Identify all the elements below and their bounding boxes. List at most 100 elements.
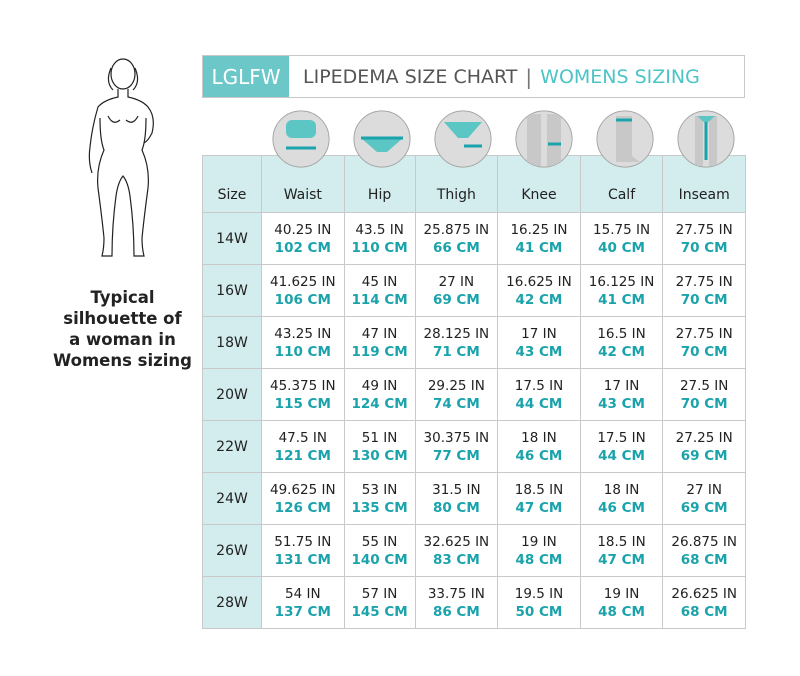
calf-measure-icon bbox=[596, 110, 654, 168]
inches-value: 27.75 IN bbox=[675, 325, 733, 342]
inches-value: 26.625 IN bbox=[671, 585, 737, 602]
cm-value: 40 CM bbox=[598, 239, 645, 256]
inches-value: 18 IN bbox=[521, 429, 557, 446]
inches-value: 49.625 IN bbox=[269, 481, 336, 498]
cm-value: 70 CM bbox=[680, 239, 728, 256]
cm-value: 47 CM bbox=[598, 551, 645, 568]
table-row: 18W 43.25 IN 110 CM 47 IN 119 CM 28.125 IN 71 … bbox=[202, 316, 746, 369]
cm-value: 86 CM bbox=[432, 603, 480, 620]
measure-cell: 18.5 IN 47 CM bbox=[497, 472, 581, 525]
cm-value: 106 CM bbox=[274, 291, 331, 308]
cm-value: 68 CM bbox=[680, 603, 728, 620]
column-icon bbox=[584, 110, 665, 170]
inseam-measure-icon bbox=[677, 110, 735, 168]
measure-cell: 16.5 IN 42 CM bbox=[579, 316, 664, 369]
cm-value: 110 CM bbox=[274, 343, 331, 360]
measure-cell: 28.125 IN 71 CM bbox=[414, 316, 499, 369]
chart-subtitle: WOMENS SIZING bbox=[540, 65, 700, 88]
size-cell: 26W bbox=[202, 524, 262, 577]
chart-title: LIPEDEMA SIZE CHART bbox=[303, 65, 518, 88]
inches-value: 25.875 IN bbox=[423, 221, 490, 238]
inches-value: 28.125 IN bbox=[423, 325, 490, 342]
cm-value: 69 CM bbox=[680, 499, 728, 516]
measure-cell: 27.75 IN 70 CM bbox=[662, 316, 746, 369]
cm-value: 140 CM bbox=[351, 551, 408, 568]
cm-value: 74 CM bbox=[432, 395, 480, 412]
inches-value: 45 IN bbox=[361, 273, 398, 290]
cm-value: 70 CM bbox=[680, 343, 728, 360]
measure-cell: 45.375 IN 115 CM bbox=[261, 368, 345, 421]
inches-value: 15.75 IN bbox=[593, 221, 651, 238]
thigh-measure-icon bbox=[434, 110, 492, 168]
cm-value: 114 CM bbox=[351, 291, 408, 308]
cm-value: 43 CM bbox=[515, 343, 563, 360]
caption-line: Typical bbox=[90, 288, 155, 307]
measure-cell: 27.75 IN 70 CM bbox=[662, 264, 746, 317]
measure-cell: 43.25 IN 110 CM bbox=[261, 316, 345, 369]
cm-value: 80 CM bbox=[432, 499, 480, 516]
measure-cell: 51 IN 130 CM bbox=[343, 420, 416, 473]
silhouette-caption: Typical silhouette of a woman in Womens … bbox=[40, 287, 205, 371]
cm-value: 48 CM bbox=[515, 551, 563, 568]
inches-value: 47 IN bbox=[361, 325, 398, 342]
inches-value: 18.5 IN bbox=[514, 481, 564, 498]
size-cell: 16W bbox=[202, 264, 262, 317]
measure-cell: 18 IN 46 CM bbox=[497, 420, 581, 473]
measure-cell: 16.625 IN 42 CM bbox=[497, 264, 581, 317]
cm-value: 69 CM bbox=[432, 291, 480, 308]
table-row: 28W 54 IN 137 CM 57 IN 145 CM 33.75 IN 86 CM 19… bbox=[202, 576, 746, 629]
measure-cell: 27 IN 69 CM bbox=[414, 264, 499, 317]
measure-cell: 54 IN 137 CM bbox=[261, 576, 345, 629]
cm-value: 145 CM bbox=[351, 603, 408, 620]
cm-value: 71 CM bbox=[432, 343, 480, 360]
cm-value: 124 CM bbox=[351, 395, 408, 412]
measure-cell: 40.25 IN 102 CM bbox=[261, 212, 345, 265]
inches-value: 27.75 IN bbox=[675, 221, 733, 238]
inches-value: 17 IN bbox=[521, 325, 557, 342]
measure-cell: 53 IN 135 CM bbox=[343, 472, 416, 525]
measure-cell: 32.625 IN 83 CM bbox=[414, 524, 499, 577]
measure-cell: 19 IN 48 CM bbox=[579, 576, 664, 629]
measure-cell: 31.5 IN 80 CM bbox=[414, 472, 499, 525]
cm-value: 119 CM bbox=[351, 343, 408, 360]
measure-cell: 19.5 IN 50 CM bbox=[497, 576, 581, 629]
inches-value: 55 IN bbox=[361, 533, 398, 550]
inches-value: 26.875 IN bbox=[671, 533, 737, 550]
cm-value: 42 CM bbox=[598, 343, 645, 360]
inches-value: 19.5 IN bbox=[514, 585, 564, 602]
brand-label: LGLFW bbox=[203, 56, 289, 97]
cm-value: 70 CM bbox=[680, 395, 728, 412]
cm-value: 41 CM bbox=[598, 291, 645, 308]
cm-value: 115 CM bbox=[274, 395, 331, 412]
inches-value: 32.625 IN bbox=[423, 533, 490, 550]
waist-measure-icon bbox=[272, 110, 330, 168]
measure-cell: 17.5 IN 44 CM bbox=[497, 368, 581, 421]
inches-value: 27.75 IN bbox=[675, 273, 733, 290]
measure-cell: 47 IN 119 CM bbox=[343, 316, 416, 369]
size-cell: 22W bbox=[202, 420, 262, 473]
measure-cell: 16.125 IN 41 CM bbox=[579, 264, 664, 317]
inches-value: 19 IN bbox=[603, 585, 640, 602]
cm-value: 48 CM bbox=[598, 603, 645, 620]
cm-value: 41 CM bbox=[515, 239, 563, 256]
cm-value: 47 CM bbox=[515, 499, 563, 516]
caption-line: silhouette of bbox=[63, 309, 182, 328]
measure-cell: 49.625 IN 126 CM bbox=[261, 472, 345, 525]
measure-cell: 19 IN 48 CM bbox=[497, 524, 581, 577]
column-icon bbox=[342, 110, 423, 170]
chart-title-bar: LGLFW LIPEDEMA SIZE CHART | WOMENS SIZIN… bbox=[202, 55, 745, 98]
inches-value: 29.25 IN bbox=[427, 377, 485, 394]
inches-value: 40.25 IN bbox=[274, 221, 332, 238]
column-icon bbox=[503, 110, 584, 170]
table-row: 14W 40.25 IN 102 CM 43.5 IN 110 CM 25.875 IN 6… bbox=[202, 212, 746, 265]
inches-value: 47.5 IN bbox=[278, 429, 328, 446]
cm-value: 110 CM bbox=[351, 239, 408, 256]
cm-value: 66 CM bbox=[432, 239, 480, 256]
table-row: 22W 47.5 IN 121 CM 51 IN 130 CM 30.375 IN 77 C… bbox=[202, 420, 746, 473]
cm-value: 70 CM bbox=[680, 291, 728, 308]
size-table: Size Waist Hip Thigh Knee Calf Inseam 14W 40.25… bbox=[202, 155, 746, 629]
measure-cell: 41.625 IN 106 CM bbox=[261, 264, 345, 317]
cm-value: 83 CM bbox=[432, 551, 480, 568]
cm-value: 126 CM bbox=[274, 499, 331, 516]
measure-cell: 17 IN 43 CM bbox=[497, 316, 581, 369]
